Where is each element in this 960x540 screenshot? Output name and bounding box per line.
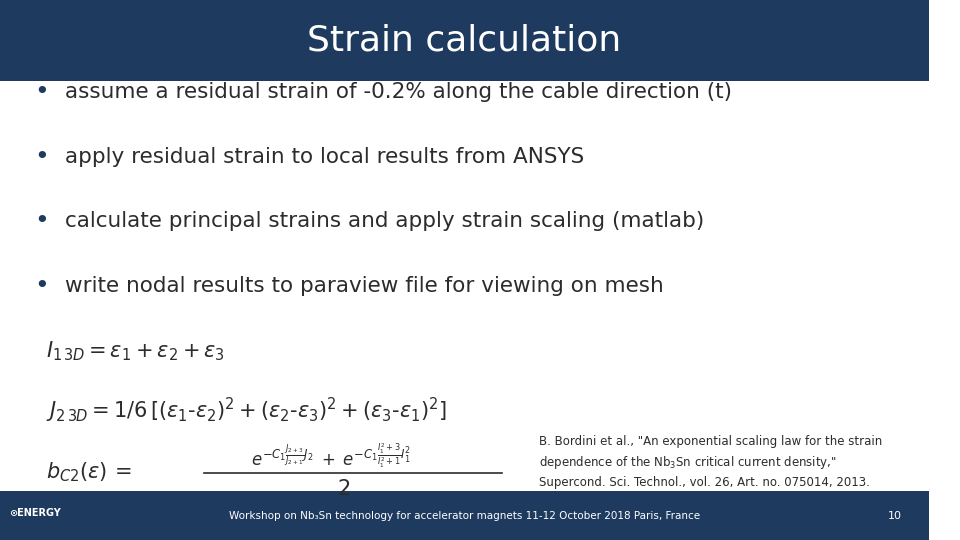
Text: ⊙ENERGY: ⊙ENERGY (10, 508, 61, 518)
Text: calculate principal strains and apply strain scaling (matlab): calculate principal strains and apply st… (65, 211, 705, 232)
FancyBboxPatch shape (0, 491, 929, 540)
Text: •: • (35, 80, 49, 104)
Text: B. Bordini et al., "An exponential scaling law for the strain
dependence of the : B. Bordini et al., "An exponential scali… (539, 435, 882, 489)
Text: $J_{2\,3D} = 1/6\,[(\varepsilon_1\text{-}\varepsilon_2)^2 + (\varepsilon_2\text{: $J_{2\,3D} = 1/6\,[(\varepsilon_1\text{-… (46, 396, 447, 425)
Text: 10: 10 (887, 511, 901, 521)
Text: •: • (35, 145, 49, 168)
Text: Workshop on Nb₃Sn technology for accelerator magnets 11-12 October 2018 Paris, F: Workshop on Nb₃Sn technology for acceler… (229, 511, 700, 521)
Text: •: • (35, 210, 49, 233)
Text: assume a residual strain of -0.2% along the cable direction (t): assume a residual strain of -0.2% along … (65, 82, 732, 102)
Text: Strain calculation: Strain calculation (307, 24, 622, 57)
FancyBboxPatch shape (0, 0, 929, 81)
Text: write nodal results to paraview file for viewing on mesh: write nodal results to paraview file for… (65, 276, 663, 296)
Text: $2$: $2$ (337, 478, 350, 499)
Text: $b_{C2}(\varepsilon)\,=$: $b_{C2}(\varepsilon)\,=$ (46, 461, 132, 484)
Text: $e^{-C_1\frac{J_{2+3}}{J_{2+1}}J_2}$$\;+\;$$e^{-C_1\frac{I_1^2+3}{I_1^2+1}I_1^2}: $e^{-C_1\frac{J_{2+3}}{J_{2+1}}J_2}$$\;+… (251, 442, 411, 470)
Text: apply residual strain to local results from ANSYS: apply residual strain to local results f… (65, 146, 585, 167)
Text: •: • (35, 274, 49, 298)
Text: $I_{1\,3D} = \varepsilon_1 + \varepsilon_2 + \varepsilon_3$: $I_{1\,3D} = \varepsilon_1 + \varepsilon… (46, 339, 226, 363)
